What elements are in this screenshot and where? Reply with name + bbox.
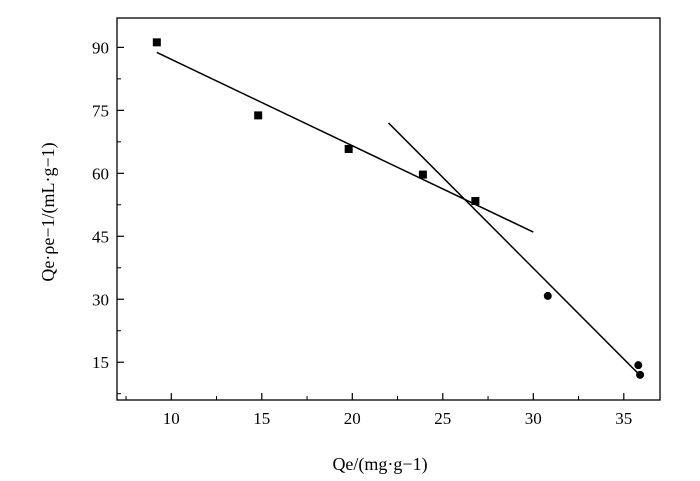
y-tick-label: 90: [92, 38, 109, 57]
y-tick-label: 15: [92, 353, 109, 372]
fit-line-1: [156, 51, 534, 233]
square-data-point: [471, 197, 480, 206]
y-tick-label: 75: [92, 101, 109, 120]
plot-frame: [116, 17, 661, 401]
x-axis-label: Qe/(mg·g−1): [332, 454, 427, 475]
y-tick-label: 45: [92, 227, 109, 246]
circle-data-point: [634, 361, 643, 370]
y-tick-label: 60: [92, 164, 109, 183]
y-axis-label: Qe·ρe−1/(mL·g−1): [38, 142, 59, 281]
x-tick-label: 30: [525, 409, 542, 428]
x-tick-label: 20: [344, 409, 361, 428]
x-tick-label: 15: [253, 409, 270, 428]
x-tick-label: 25: [434, 409, 451, 428]
x-tick-label: 35: [615, 409, 632, 428]
circle-data-point: [543, 291, 552, 300]
square-data-point: [254, 111, 263, 120]
y-tick-label: 30: [92, 290, 109, 309]
square-data-point: [152, 38, 161, 47]
fit-line-2: [387, 122, 639, 375]
x-tick-label: 10: [163, 409, 180, 428]
square-data-point: [418, 170, 427, 179]
circle-data-point: [636, 370, 645, 379]
square-data-point: [344, 144, 353, 153]
